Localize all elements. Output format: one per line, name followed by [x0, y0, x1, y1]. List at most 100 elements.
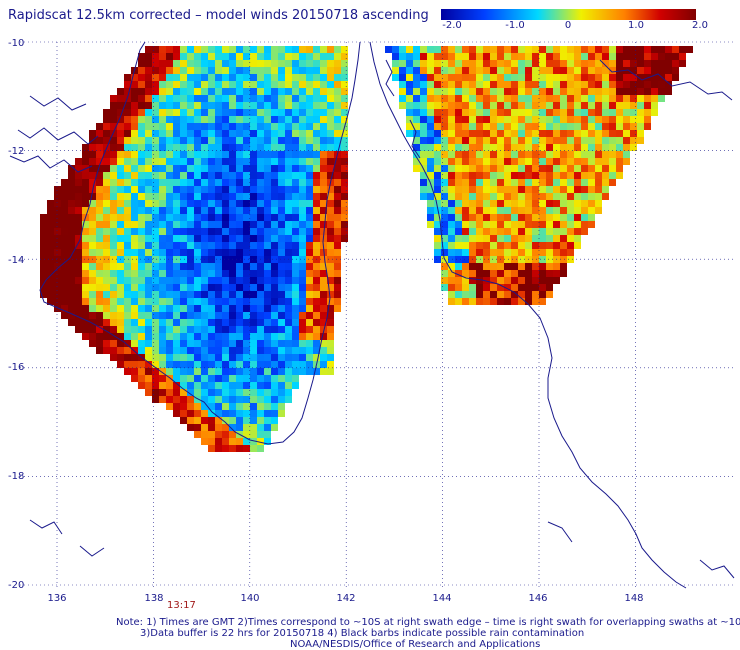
- wind-cell: [75, 207, 82, 214]
- wind-cell: [341, 221, 348, 228]
- wind-cell: [469, 207, 476, 214]
- wind-cell: [194, 200, 201, 207]
- wind-cell: [229, 130, 236, 137]
- wind-cell: [229, 326, 236, 333]
- wind-cell: [243, 256, 250, 263]
- wind-cell: [250, 60, 257, 67]
- wind-cell: [215, 284, 222, 291]
- wind-cell: [271, 298, 278, 305]
- wind-cell: [152, 109, 159, 116]
- wind-cell: [257, 116, 264, 123]
- wind-cell: [539, 60, 546, 67]
- wind-cell: [616, 116, 623, 123]
- wind-cell: [159, 67, 166, 74]
- wind-cell: [173, 326, 180, 333]
- wind-cell: [427, 88, 434, 95]
- wind-cell: [665, 60, 672, 67]
- wind-cell: [264, 74, 271, 81]
- wind-cell: [82, 312, 89, 319]
- wind-cell: [194, 235, 201, 242]
- wind-cell: [560, 144, 567, 151]
- wind-cell: [131, 137, 138, 144]
- wind-cell: [616, 130, 623, 137]
- wind-cell: [243, 53, 250, 60]
- wind-cell: [525, 249, 532, 256]
- wind-cell: [553, 263, 560, 270]
- wind-cell: [138, 144, 145, 151]
- wind-cell: [581, 137, 588, 144]
- wind-cell: [201, 312, 208, 319]
- wind-cell: [320, 291, 327, 298]
- wind-cell: [110, 151, 117, 158]
- wind-cell: [292, 46, 299, 53]
- wind-cell: [616, 46, 623, 53]
- wind-cell: [271, 312, 278, 319]
- wind-cell: [546, 214, 553, 221]
- wind-cell: [285, 74, 292, 81]
- wind-cell: [483, 130, 490, 137]
- wind-cell: [511, 284, 518, 291]
- wind-cell: [201, 46, 208, 53]
- wind-cell: [257, 74, 264, 81]
- wind-cell: [131, 109, 138, 116]
- wind-cell: [222, 354, 229, 361]
- wind-cell: [313, 123, 320, 130]
- wind-cell: [257, 431, 264, 438]
- wind-cell: [546, 228, 553, 235]
- wind-cell: [637, 123, 644, 130]
- wind-cell: [138, 193, 145, 200]
- wind-cell: [609, 102, 616, 109]
- wind-cell: [553, 193, 560, 200]
- wind-cell: [306, 137, 313, 144]
- wind-cell: [208, 368, 215, 375]
- wind-cell: [292, 200, 299, 207]
- wind-cell: [567, 137, 574, 144]
- wind-cell: [476, 298, 483, 305]
- wind-cell: [427, 165, 434, 172]
- wind-cell: [546, 95, 553, 102]
- wind-cell: [110, 249, 117, 256]
- wind-cell: [455, 249, 462, 256]
- wind-cell: [54, 235, 61, 242]
- wind-cell: [250, 158, 257, 165]
- wind-cell: [131, 256, 138, 263]
- wind-cell: [194, 88, 201, 95]
- wind-cell: [327, 144, 334, 151]
- wind-cell: [616, 95, 623, 102]
- wind-cell: [75, 291, 82, 298]
- wind-cell: [236, 298, 243, 305]
- wind-cell: [250, 319, 257, 326]
- wind-cell: [469, 221, 476, 228]
- wind-cell: [187, 403, 194, 410]
- wind-cell: [96, 151, 103, 158]
- wind-cell: [455, 158, 462, 165]
- wind-cell: [637, 88, 644, 95]
- wind-cell: [271, 340, 278, 347]
- wind-cell: [525, 228, 532, 235]
- wind-cell: [285, 354, 292, 361]
- wind-cell: [665, 81, 672, 88]
- wind-cell: [616, 102, 623, 109]
- wind-cell: [602, 151, 609, 158]
- wind-cell: [483, 88, 490, 95]
- wind-cell: [490, 81, 497, 88]
- wind-cell: [327, 207, 334, 214]
- wind-cell: [257, 214, 264, 221]
- wind-cell: [257, 333, 264, 340]
- wind-cell: [469, 81, 476, 88]
- wind-cell: [497, 144, 504, 151]
- wind-cell: [497, 123, 504, 130]
- wind-cell: [166, 172, 173, 179]
- wind-cell: [441, 123, 448, 130]
- wind-cell: [546, 221, 553, 228]
- wind-cell: [285, 67, 292, 74]
- wind-cell: [546, 67, 553, 74]
- wind-cell: [327, 53, 334, 60]
- wind-cell: [110, 326, 117, 333]
- wind-cell: [630, 67, 637, 74]
- wind-cell: [145, 368, 152, 375]
- wind-cell: [434, 109, 441, 116]
- wind-cell: [138, 347, 145, 354]
- wind-cell: [504, 214, 511, 221]
- wind-cell: [96, 214, 103, 221]
